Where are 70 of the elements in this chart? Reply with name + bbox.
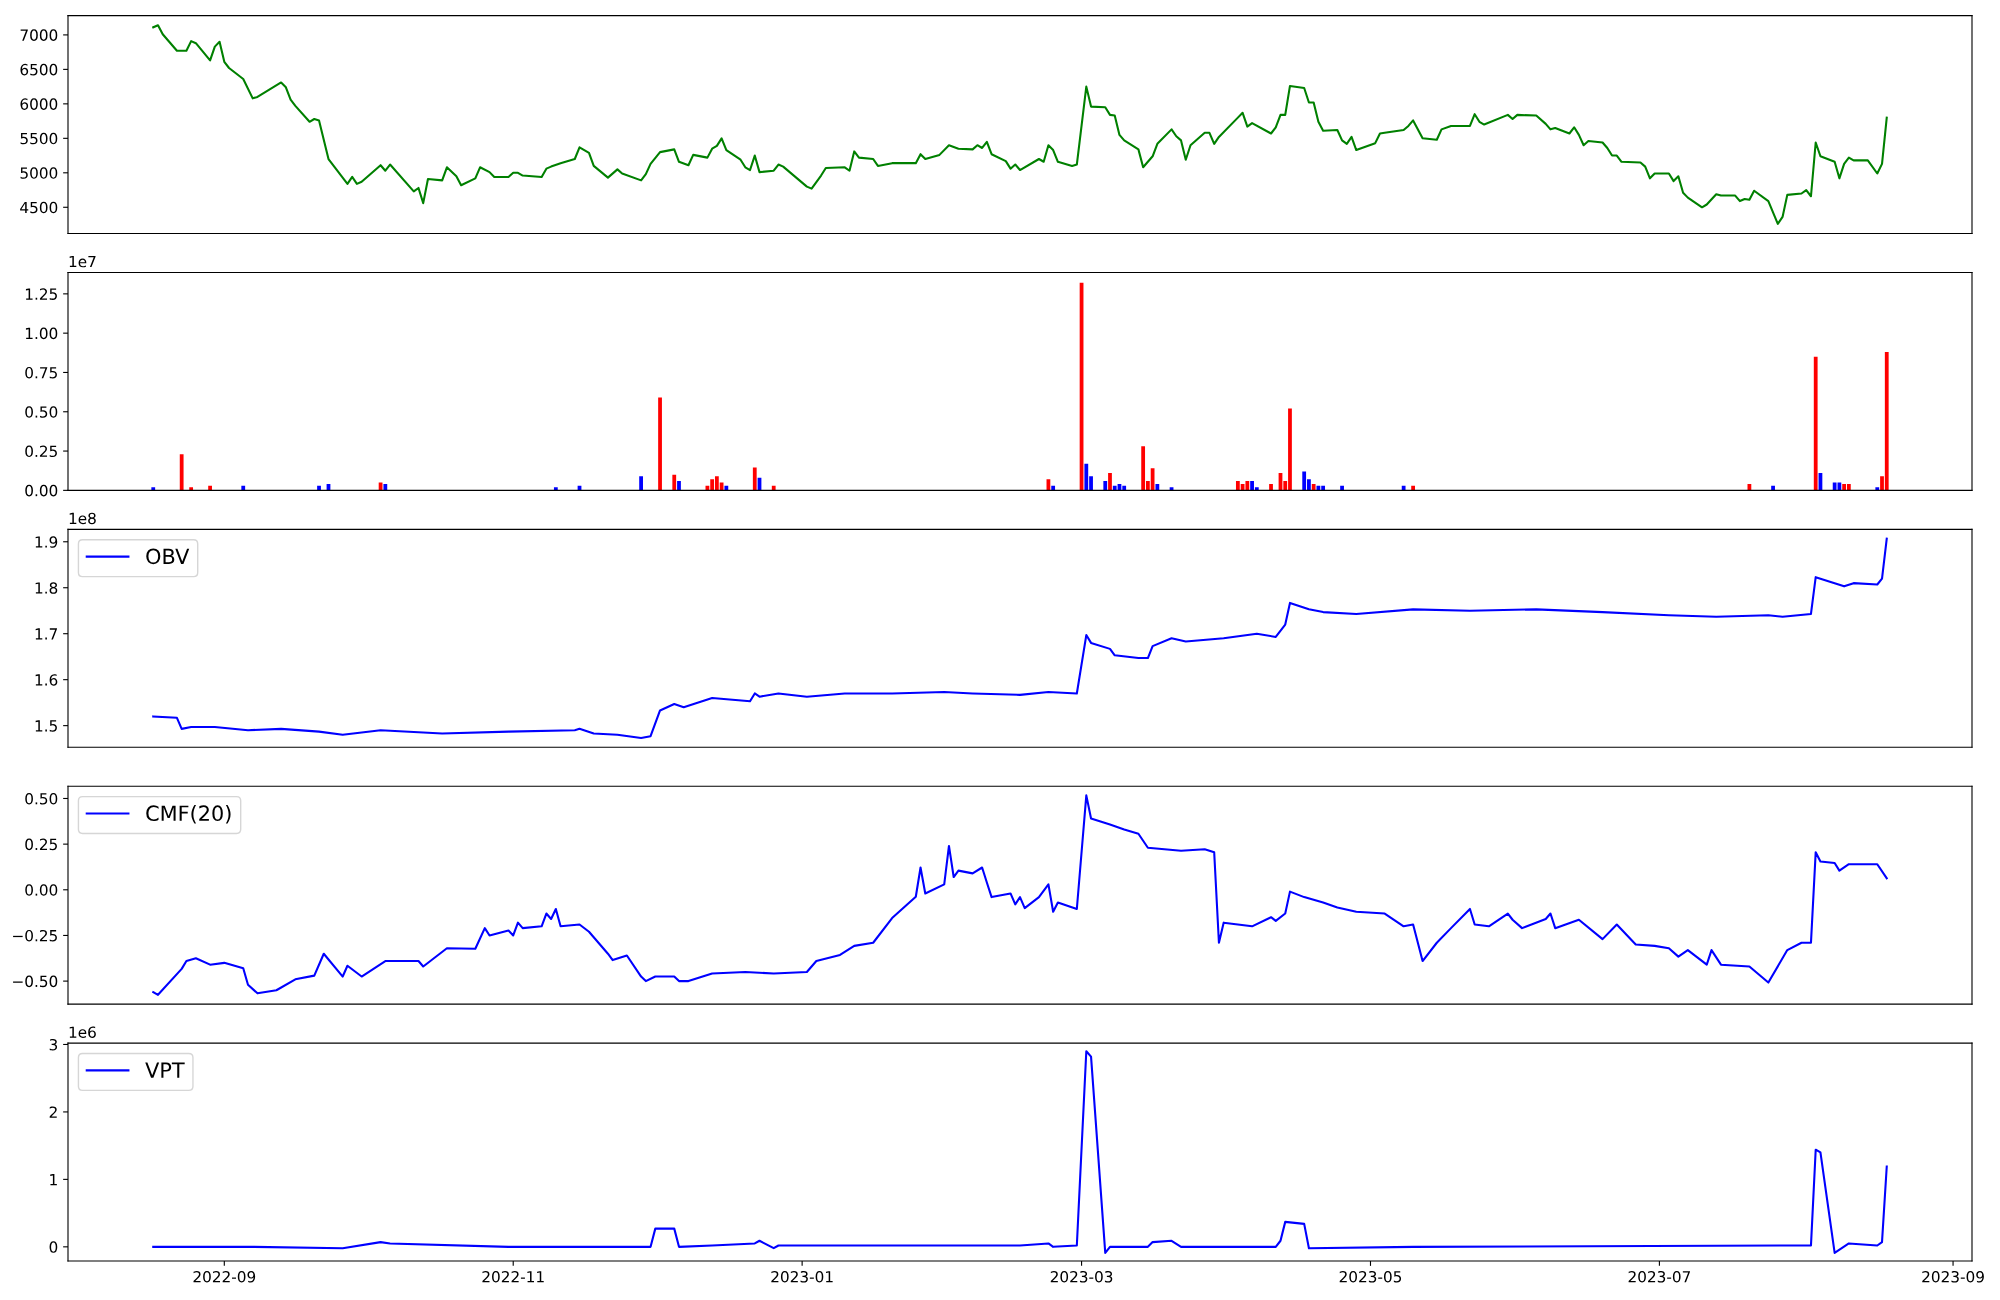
bar [1842, 484, 1847, 491]
y-tick-label: 1.7 [35, 628, 57, 640]
bar [672, 474, 677, 491]
y-tick-label: 0.25 [25, 838, 57, 851]
y-tick-label: 1.6 [35, 674, 58, 686]
x-tick-label: 2023-09 [1922, 1270, 1984, 1283]
y-tick-label: 1.5 [35, 720, 57, 732]
bar [1875, 487, 1880, 491]
bar [658, 397, 662, 491]
bar [1108, 473, 1112, 491]
y-tick-label: 4500 [20, 201, 58, 214]
bar [1832, 482, 1837, 491]
bar [383, 484, 388, 491]
y-tick-label: 1.00 [25, 327, 58, 340]
bar [710, 479, 715, 491]
y-tick-label: −0.50 [13, 975, 58, 988]
y-tick-label: 0.50 [25, 406, 58, 418]
y-tick-label: 0.00 [25, 484, 58, 497]
bar [1155, 484, 1160, 491]
bar [1141, 446, 1146, 491]
y-tick-label: 7000 [20, 29, 58, 41]
legend-label: OBV [146, 548, 190, 565]
bar [1240, 484, 1245, 491]
bar [1813, 356, 1818, 491]
bar [752, 467, 757, 491]
bar [1846, 484, 1851, 491]
legend-label: VPT [145, 1062, 185, 1078]
text: 1e6 [69, 1026, 96, 1038]
x-tick-label: 2023-03 [1050, 1270, 1113, 1283]
x-tick-label: 2023-01 [771, 1270, 833, 1283]
bar [189, 487, 194, 491]
x-tick-label: 2023-05 [1339, 1270, 1402, 1283]
legend-label: CMF(20) [146, 805, 231, 824]
y-tick-label: 0.75 [25, 366, 57, 379]
bar [1245, 480, 1250, 491]
y-tick-label: 5500 [20, 132, 58, 145]
text: 1e8 [69, 512, 96, 525]
bar [1302, 471, 1307, 491]
y-tick-label: 0.50 [25, 792, 58, 805]
y-tick-label: 0.00 [25, 884, 58, 896]
y-tick-label: 1.8 [35, 582, 58, 594]
line-series [152, 24, 1888, 225]
y-tick-label: −0.25 [13, 929, 57, 942]
bar [1084, 463, 1089, 491]
bar [1103, 480, 1108, 491]
y-tick-label: 0.25 [25, 445, 57, 458]
bar [1311, 484, 1316, 491]
bar [1884, 352, 1889, 491]
bar [553, 487, 558, 491]
y-tick-label: 6000 [20, 98, 58, 110]
y-tick-label: 1.9 [35, 536, 58, 548]
y-tick-label: 6500 [20, 63, 58, 76]
text: 1e7 [69, 255, 96, 268]
bar [1150, 468, 1155, 491]
y-tick-label: 1 [50, 1174, 57, 1186]
y-tick-label: 2 [49, 1106, 57, 1118]
bar [639, 476, 643, 491]
bar [677, 480, 681, 491]
bar [1269, 484, 1273, 491]
bar [1837, 482, 1842, 491]
y-tick-label: 5000 [20, 167, 58, 179]
x-tick-label: 2023-07 [1628, 1270, 1691, 1283]
y-tick-label: 1.25 [25, 288, 57, 300]
y-tick-label: 3 [49, 1038, 58, 1051]
bar [179, 454, 184, 491]
bar [151, 487, 156, 491]
bar [1747, 484, 1752, 491]
y-tick-label: 0 [49, 1241, 58, 1253]
x-tick-label: 2022-09 [193, 1270, 256, 1283]
x-tick-label: 2022-11 [482, 1270, 544, 1283]
